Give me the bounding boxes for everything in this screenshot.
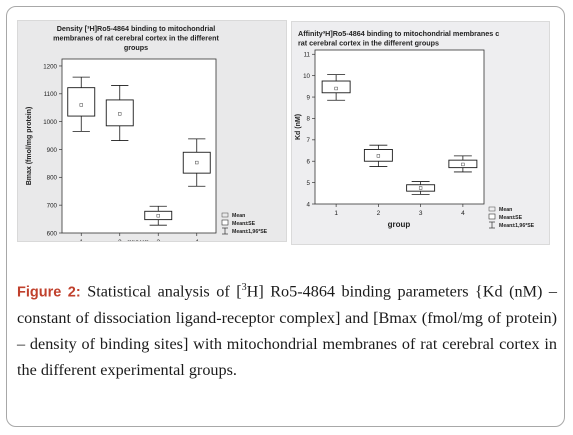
kd-chart: Affinity³H]Ro5-4864 binding to mitochond… <box>295 29 535 229</box>
se-box <box>182 151 211 174</box>
plot-area <box>61 58 217 234</box>
chart-title-line: Affinity³H]Ro5-4864 binding to mitochond… <box>298 29 499 38</box>
legend-se-symbol <box>221 219 229 226</box>
caption-text-a: Statistical analysis of [ <box>80 282 242 301</box>
y-tick-label: 7 <box>307 137 311 144</box>
caption-text-b: H] Ro5-4864 binding parameters {Kd (nM) … <box>17 282 557 380</box>
mean-marker <box>195 160 199 165</box>
legend-ci-label: Mean±1,96*SE <box>499 223 535 229</box>
figure-caption: Figure 2: Statistical analysis of [3H] R… <box>17 275 557 383</box>
se-box <box>105 99 134 127</box>
y-tick-label: 800 <box>47 175 58 182</box>
mean-marker <box>418 186 423 190</box>
y-tick-label: 9 <box>307 94 311 101</box>
mean-marker <box>156 214 160 218</box>
se-box <box>406 184 436 192</box>
y-tick-label: 900 <box>47 147 58 154</box>
legend-mean-symbol <box>221 212 229 218</box>
chart-title-line: Density [³H]Ro5-4864 binding to mitochon… <box>57 24 216 33</box>
y-axis-label: Kd (nM) <box>295 114 302 140</box>
se-box <box>363 149 393 162</box>
x-tick-label: 1 <box>79 239 83 241</box>
bmax-chart: Density [³H]Ro5-4864 binding to mitochon… <box>26 24 268 247</box>
plot-area <box>314 49 485 205</box>
y-tick-label: 5 <box>307 180 311 187</box>
x-tick-label: 4 <box>461 210 465 217</box>
y-tick-label: 6 <box>307 159 311 166</box>
x-axis-label: group <box>388 220 411 229</box>
chart-panel-kd: Affinity³H]Ro5-4864 binding to mitochond… <box>291 21 550 245</box>
chart-title-line: rat cerebral cortex in the different gro… <box>298 39 439 48</box>
legend-mean-label: Mean <box>232 213 245 219</box>
y-tick-label: 1200 <box>43 63 57 70</box>
x-tick-label: 3 <box>419 210 423 217</box>
mean-marker <box>334 86 338 91</box>
y-tick-label: 10 <box>303 73 310 80</box>
legend-se-label: Mean±SE <box>232 221 256 227</box>
y-tick-label: 600 <box>47 230 58 237</box>
caption-label: Figure 2: <box>17 284 81 301</box>
y-tick-label: 4 <box>307 201 311 208</box>
mean-marker <box>79 103 83 107</box>
y-tick-label: 700 <box>47 202 58 209</box>
se-box <box>448 159 478 169</box>
chart-panel-bmax: Density [³H]Ro5-4864 binding to mitochon… <box>17 20 287 247</box>
legend-mean-symbol <box>488 206 496 212</box>
y-tick-label: 1100 <box>44 91 58 98</box>
legend-mean-label: Mean <box>499 207 512 213</box>
legend-ci-label: Mean±1,96*SE <box>232 229 268 235</box>
chart-title-line: membranes of rat cerebral cortex in the … <box>53 34 219 43</box>
mean-marker <box>461 162 465 167</box>
y-tick-label: 11 <box>304 52 311 59</box>
y-tick-label: 1000 <box>43 119 57 126</box>
legend-se-symbol <box>488 213 496 220</box>
y-axis-label: Bmax (fmol/mg protein) <box>26 107 33 186</box>
x-axis-label: group <box>127 238 150 241</box>
x-tick-label: 1 <box>334 210 338 217</box>
x-tick-label: 2 <box>377 210 381 217</box>
x-tick-label: 2 <box>118 239 122 241</box>
mean-marker <box>118 112 122 116</box>
se-box <box>67 87 96 117</box>
chart-title-line: groups <box>124 43 148 52</box>
caption-superscript: 3 <box>241 282 247 293</box>
x-tick-label: 4 <box>195 239 199 241</box>
mean-marker <box>376 154 381 158</box>
y-tick-label: 8 <box>307 116 311 123</box>
legend-se-label: Mean±SE <box>499 215 523 221</box>
se-box <box>144 210 173 221</box>
x-tick-label: 3 <box>156 239 160 241</box>
